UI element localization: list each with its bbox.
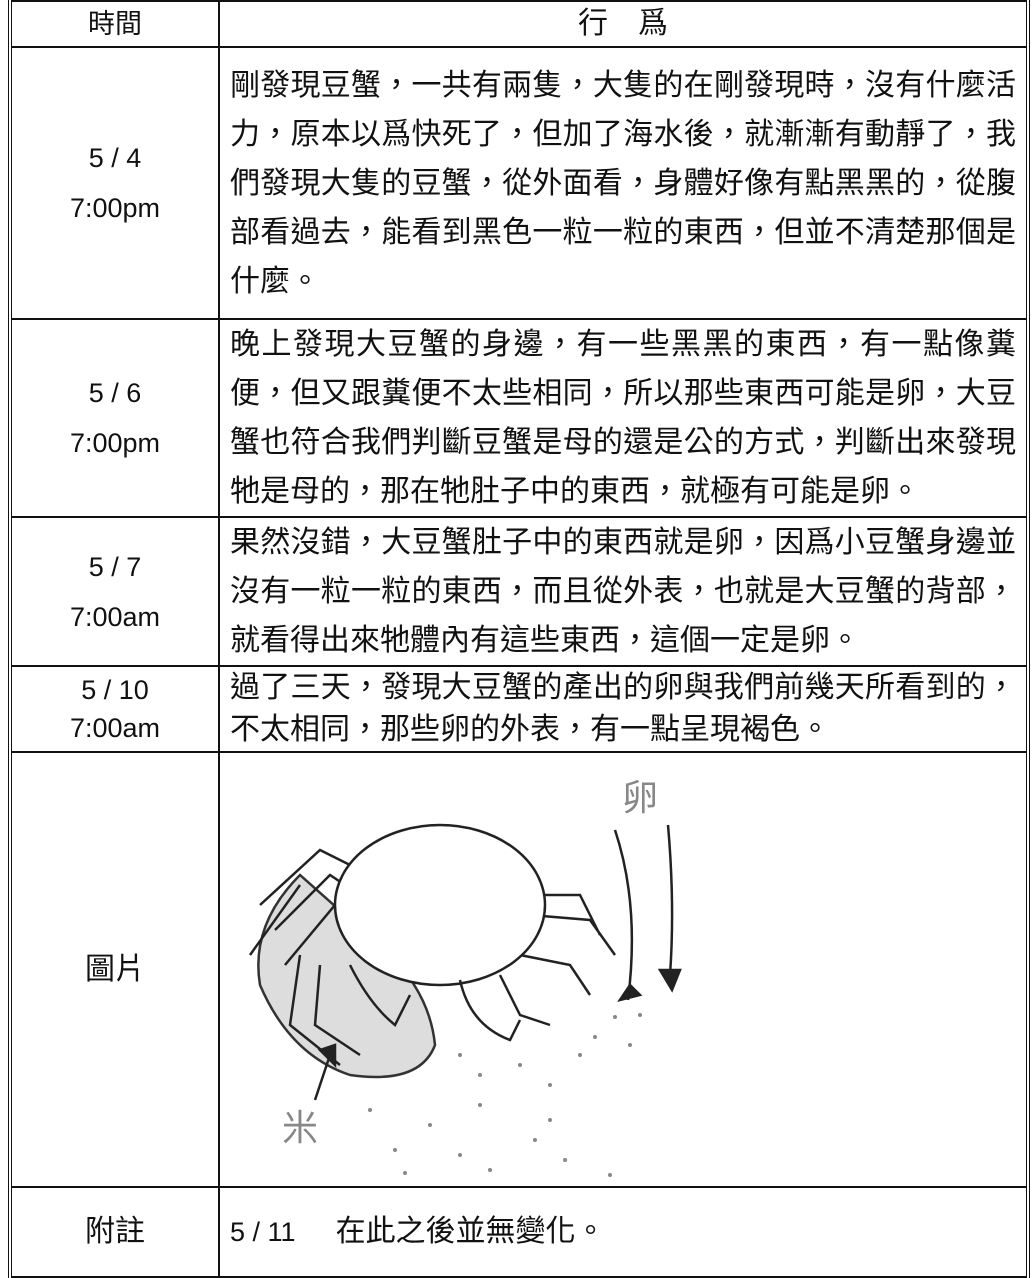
time-cell: 5 / 6 7:00pm: [9, 318, 220, 518]
text-cell: 剛發現豆蟹，一共有兩隻，大隻的在剛發現時，沒有什麼活力，原本以爲快死了，但加了海…: [218, 46, 1029, 320]
time: 7:00pm: [69, 428, 161, 458]
label-cell: 附註: [9, 1186, 220, 1278]
eggs: [368, 1012, 642, 1177]
text-cell: 過了三天，發現大豆蟹的產出的卵與我們前幾天所看到的，不太相同，那些卵的外表，有一…: [218, 665, 1029, 753]
text-cell: 晚上發現大豆蟹的身邊，有一些黑黑的東西，有一點像糞便，但又跟糞便不太些相同，所以…: [218, 318, 1029, 518]
note-row: 附註 5 / 11 在此之後並無變化。: [9, 1186, 1029, 1278]
crab-drawing: 卵 米: [248, 778, 682, 1177]
record-table: 時間 行 爲 5 / 4 7:00pm 剛發現豆蟹，一共有兩隻，大隻的在剛發現時，…: [8, 0, 1030, 1278]
time: 7:00pm: [69, 193, 161, 223]
note-text: 在此之後並無變化。: [335, 1214, 606, 1249]
time-cell: 5 / 7 7:00am: [9, 516, 220, 667]
text-cell: 果然沒錯，大豆蟹肚子中的東西就是卵，因爲小豆蟹身邊並沒有一粒一粒的東西，而且從外…: [218, 516, 1029, 667]
crab-claws: [348, 963, 522, 1042]
row: 5 / 6 7:00pm 晚上發現大豆蟹的身邊，有一些黑黑的東西，有一點像糞便，但…: [9, 318, 1029, 518]
crab-legs-right: [498, 893, 617, 1026]
time-cell: 5 / 4 7:00pm: [9, 46, 220, 320]
crab-legs-left: [248, 847, 366, 966]
crab: [248, 823, 682, 1100]
row: 5 / 10 7:00am 過了三天，發現大豆蟹的產出的卵與我們前幾天所看到的，不…: [9, 665, 1029, 753]
header-cell: 時間: [9, 0, 220, 48]
crab-shell: [333, 823, 547, 986]
note-date: 5 / 11: [230, 1217, 296, 1247]
egg-arrows: [613, 824, 674, 1000]
date: 5 / 10: [81, 675, 149, 705]
header-cell: 行 爲: [218, 0, 1029, 48]
egg-label: 卵: [622, 778, 658, 819]
note-cell: 5 / 11 在此之後並無變化。: [218, 1186, 1029, 1278]
date: 5 / 7: [88, 551, 142, 582]
rice-label: 米: [282, 1108, 318, 1149]
date: 5 / 6: [88, 378, 142, 408]
time-cell: 5 / 10 7:00am: [9, 665, 220, 753]
picture-row: 圖片: [9, 751, 1029, 1188]
rice-arrow: [313, 1042, 337, 1100]
time: 7:00am: [69, 601, 161, 632]
header-row: 時間 行 爲: [9, 0, 1029, 48]
row: 5 / 4 7:00pm 剛發現豆蟹，一共有兩隻，大隻的在剛發現時，沒有什麼活力，…: [9, 46, 1029, 320]
arrow-heads: [617, 968, 682, 1002]
picture-cell: 卵 米: [218, 751, 1029, 1188]
time: 7:00am: [69, 713, 161, 743]
label-cell: 圖片: [9, 751, 220, 1188]
crab-abdomen: [257, 872, 437, 1078]
date: 5 / 4: [88, 143, 142, 173]
row: 5 / 7 7:00am 果然沒錯，大豆蟹肚子中的東西就是卵，因爲小豆蟹身邊並沒有…: [9, 516, 1029, 667]
